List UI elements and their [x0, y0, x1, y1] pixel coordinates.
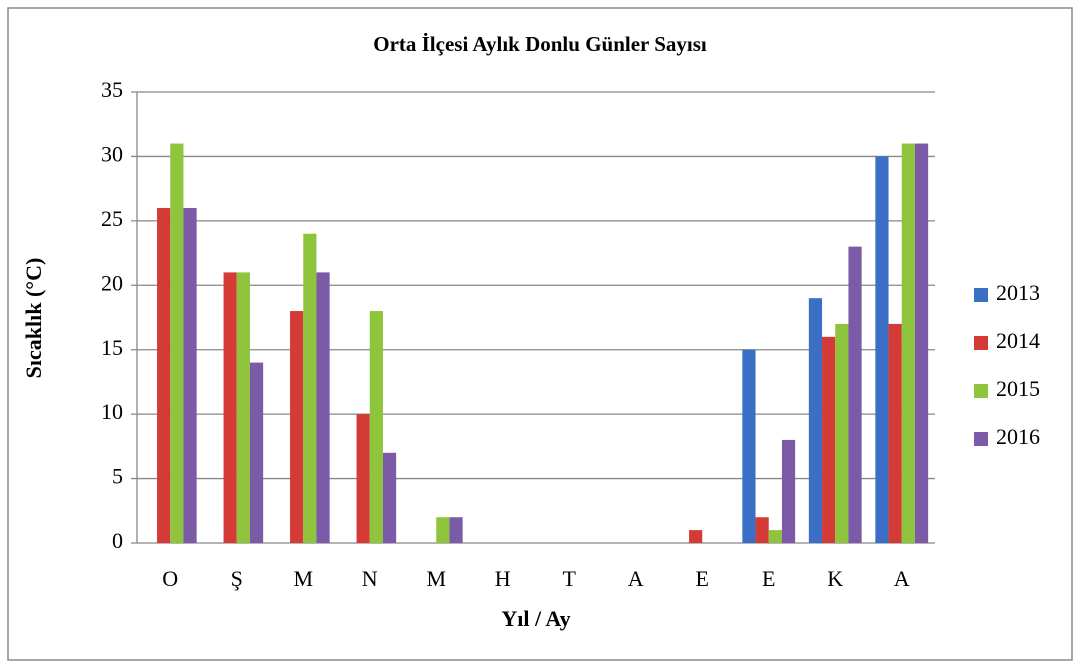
bar: [249, 362, 264, 543]
x-tick-label: N: [362, 566, 378, 591]
bar: [875, 156, 889, 543]
bar: [768, 530, 782, 543]
x-tick-label: E: [696, 566, 709, 591]
bar: [382, 452, 397, 543]
legend-swatch: [974, 336, 988, 350]
y-tick-label: 35: [101, 77, 123, 102]
legend-swatch: [974, 288, 988, 302]
y-tick-label: 25: [101, 206, 123, 231]
bar: [755, 517, 769, 543]
bar: [290, 311, 304, 543]
x-tick-label: E: [762, 566, 775, 591]
bar: [449, 517, 463, 543]
x-tick-label: H: [495, 566, 511, 591]
bar: [356, 414, 370, 543]
bar: [303, 233, 317, 543]
bar: [901, 143, 915, 544]
bar: [848, 246, 862, 543]
x-tick-label: M: [293, 566, 313, 591]
legend-swatch: [974, 384, 988, 398]
x-tick-label: K: [827, 566, 843, 591]
y-tick-label: 20: [101, 270, 123, 295]
bar: [914, 143, 929, 544]
legend-swatch: [974, 432, 988, 446]
bar: [781, 439, 796, 543]
bar: [223, 272, 237, 543]
legend-label: 2015: [996, 376, 1040, 401]
bar: [835, 323, 849, 543]
chart-title: Orta İlçesi Aylık Donlu Günler Sayısı: [373, 32, 707, 56]
x-axis-label: Yıl / Ay: [501, 606, 570, 631]
bar: [316, 272, 330, 543]
bar: [183, 207, 197, 543]
bar: [157, 207, 171, 543]
x-tick-label: M: [426, 566, 446, 591]
x-tick-label: A: [628, 566, 644, 591]
bar: [689, 530, 703, 543]
y-tick-label: 5: [112, 464, 123, 489]
bar: [822, 336, 836, 543]
legend-label: 2014: [996, 328, 1040, 353]
y-tick-label: 15: [101, 335, 123, 360]
y-tick-label: 10: [101, 399, 123, 424]
legend-label: 2016: [996, 424, 1040, 449]
x-tick-label: Ş: [231, 566, 243, 591]
x-tick-label: O: [162, 566, 178, 591]
bar: [436, 517, 450, 543]
bar: [888, 323, 902, 543]
bar: [742, 349, 756, 543]
bar: [369, 311, 383, 543]
bar: [808, 298, 823, 543]
legend-label: 2013: [996, 280, 1040, 305]
x-tick-label: T: [563, 566, 577, 591]
x-tick-label: A: [894, 566, 910, 591]
bar: [170, 143, 184, 544]
y-tick-label: 30: [101, 141, 123, 166]
y-axis-label: Sıcaklık (°C): [21, 258, 46, 379]
bar: [236, 272, 250, 543]
y-tick-label: 0: [112, 528, 123, 553]
